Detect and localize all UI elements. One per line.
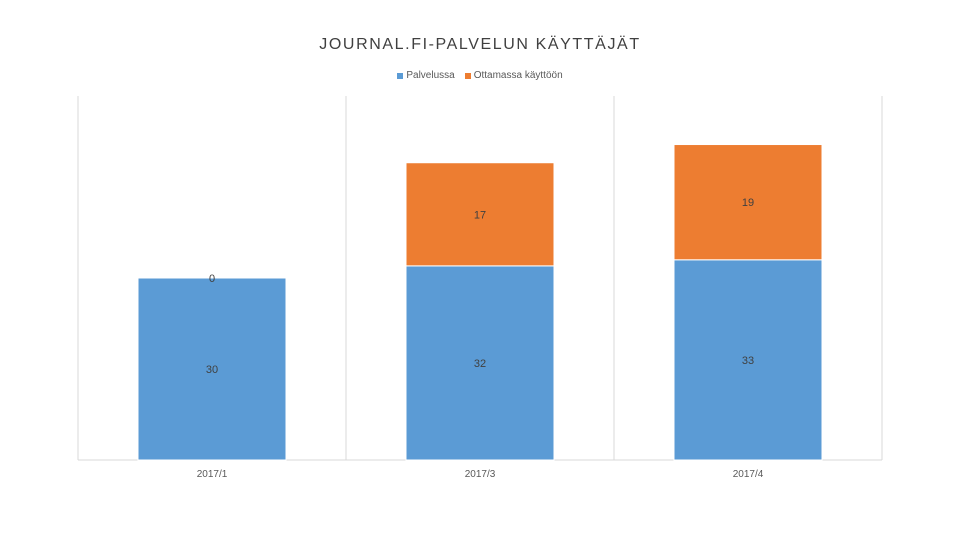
legend-swatch-ottamassa	[464, 72, 471, 79]
legend-item-ottamassa: Ottamassa käyttöön	[464, 70, 563, 81]
data-label: 32	[474, 358, 486, 370]
bar-ottamassa-käyttöön-2017/4	[673, 144, 823, 261]
data-label: 19	[742, 197, 754, 209]
legend-label-ottamassa: Ottamassa käyttöön	[473, 70, 563, 81]
legend-item-palvelussa: Palvelussa	[397, 70, 455, 81]
bar-ottamassa-käyttöön-2017/3	[405, 162, 555, 267]
bar-palvelussa-2017/4	[673, 259, 823, 461]
legend-swatch-palvelussa	[397, 72, 404, 79]
bar-palvelussa-2017/1	[137, 277, 287, 461]
x-tick-label: 2017/1	[197, 469, 228, 480]
legend-label-palvelussa: Palvelussa	[406, 70, 455, 81]
data-label: 17	[474, 209, 486, 221]
chart-legend: Palvelussa Ottamassa käyttöön	[0, 70, 960, 81]
chart-title: JOURNAL.FI-PALVELUN KÄYTTÄJÄT	[319, 36, 641, 53]
data-label: 33	[742, 355, 754, 367]
data-label: 0	[209, 273, 215, 285]
x-tick-label: 2017/3	[465, 469, 496, 480]
x-tick-label: 2017/4	[733, 469, 764, 480]
bar-palvelussa-2017/3	[405, 265, 555, 461]
data-label: 30	[206, 364, 218, 376]
